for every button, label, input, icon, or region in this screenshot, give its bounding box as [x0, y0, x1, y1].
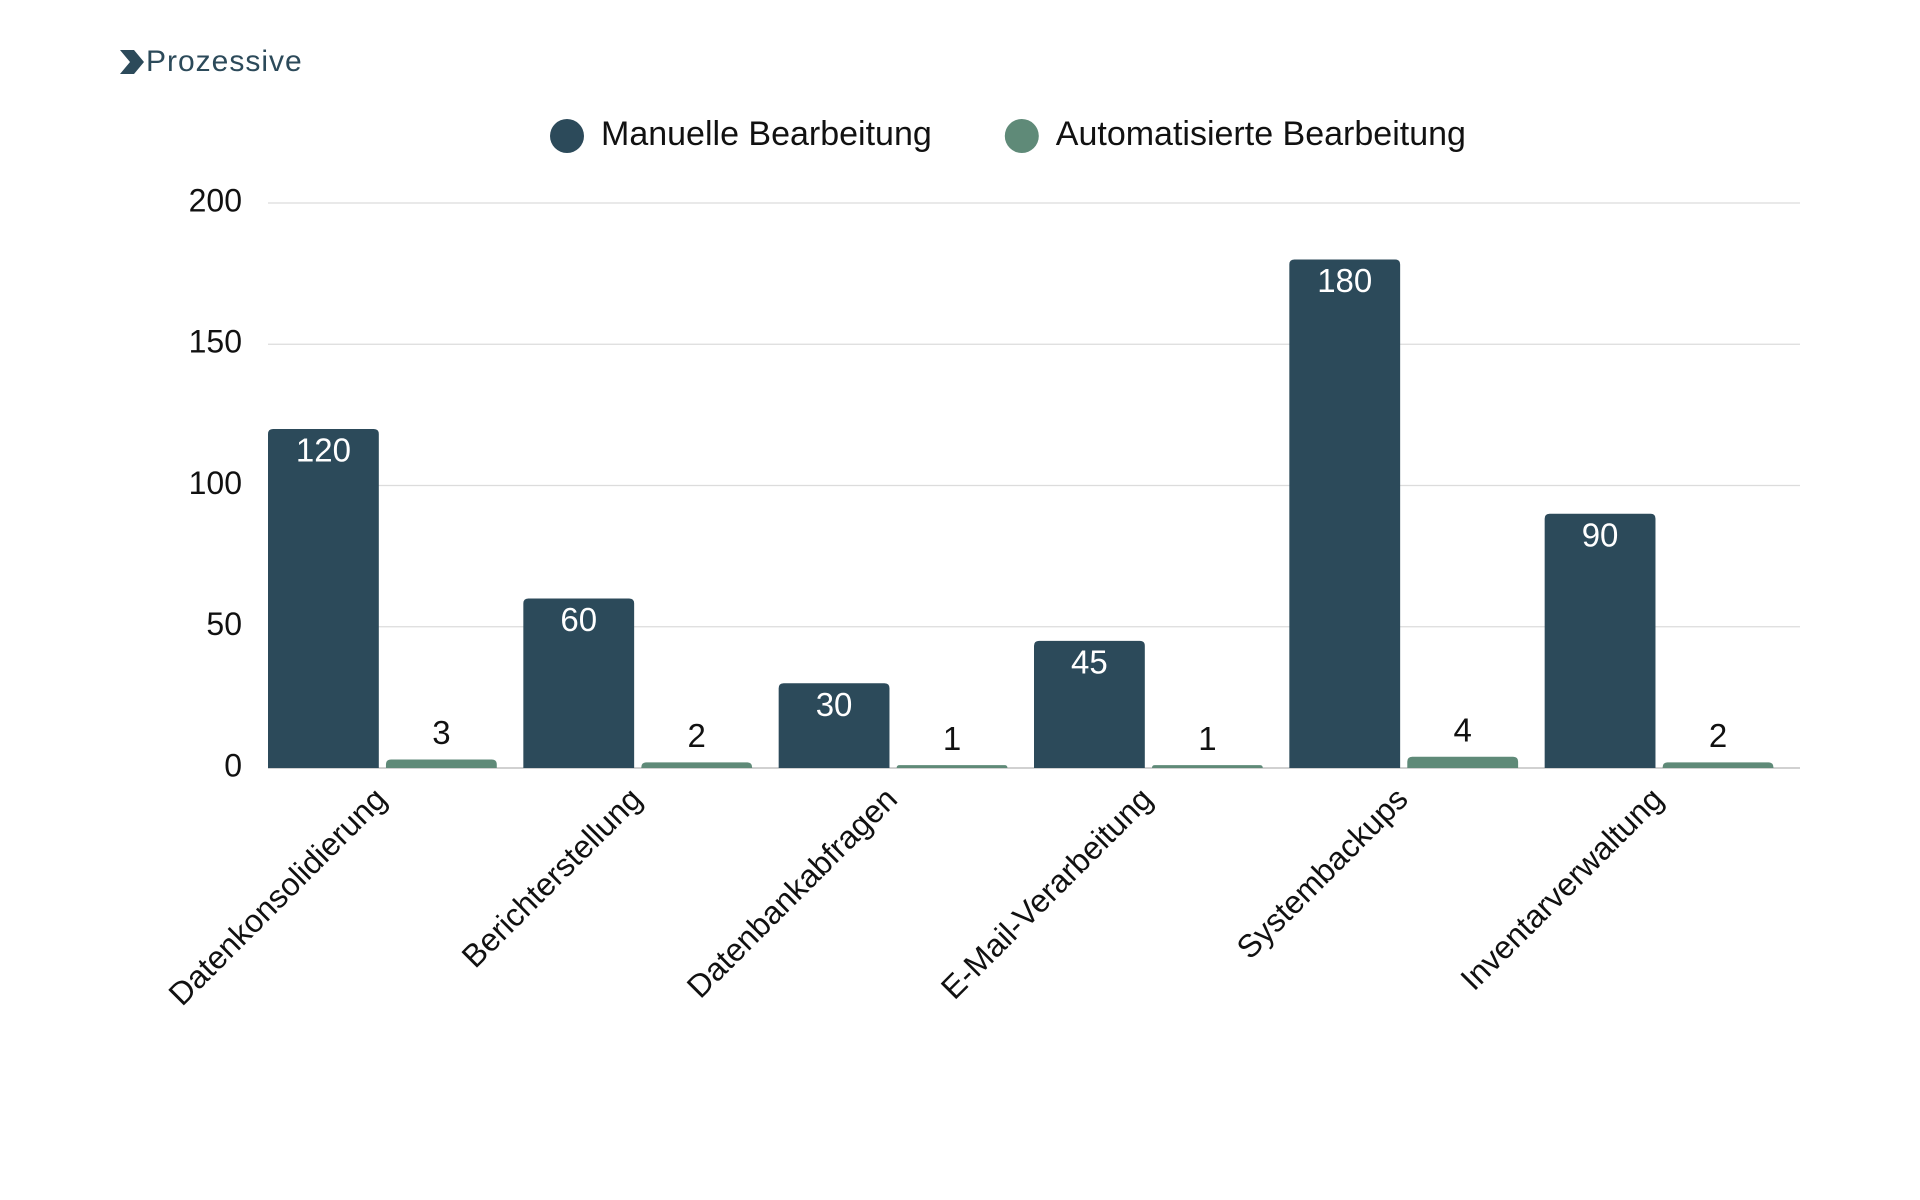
bar: [641, 762, 753, 768]
x-tick-label: Datenkonsolidierung: [162, 780, 394, 1012]
data-label: 1: [1198, 720, 1216, 757]
data-label: 2: [688, 717, 706, 754]
legend-label: Automatisierte Bearbeitung: [1056, 115, 1466, 153]
bar: [268, 429, 379, 768]
x-tick-label: Systembackups: [1229, 780, 1414, 965]
data-label: 1: [943, 720, 961, 757]
bar: [1662, 762, 1774, 768]
data-label: 4: [1454, 711, 1472, 748]
bar: [896, 765, 1008, 768]
bar: [385, 759, 497, 768]
data-label: 45: [1071, 644, 1108, 681]
x-tick-label: E-Mail-Verarbeitung: [934, 780, 1159, 1005]
data-label: 2: [1709, 717, 1727, 754]
y-tick-label: 150: [189, 324, 242, 360]
y-tick-label: 50: [206, 606, 242, 642]
y-tick-label: 200: [189, 182, 242, 218]
data-label: 3: [432, 714, 450, 751]
bar: [1289, 259, 1401, 768]
data-label: 60: [560, 601, 597, 638]
legend-marker: [1004, 119, 1039, 153]
legend-label: Manuelle Bearbeitung: [601, 115, 932, 153]
bar: [1544, 513, 1656, 768]
legend-marker: [550, 119, 584, 153]
x-tick-label: Datenbankabfragen: [680, 780, 904, 1004]
y-tick-label: 100: [189, 465, 242, 501]
bar: [1151, 765, 1263, 768]
data-label: 120: [296, 432, 351, 469]
x-tick-label: Berichterstellung: [455, 780, 649, 974]
bar: [1407, 756, 1519, 768]
brand-logo: Prozessive: [146, 45, 303, 78]
data-label: 180: [1317, 262, 1372, 299]
bar: [778, 683, 890, 768]
data-label: 90: [1582, 516, 1619, 553]
bar: [1034, 640, 1145, 768]
brand-logo-icon: [120, 50, 144, 74]
bar: [523, 598, 635, 768]
y-tick-label: 0: [224, 747, 242, 783]
data-label: 30: [816, 686, 853, 723]
x-tick-label: Inventarverwaltung: [1453, 780, 1670, 997]
